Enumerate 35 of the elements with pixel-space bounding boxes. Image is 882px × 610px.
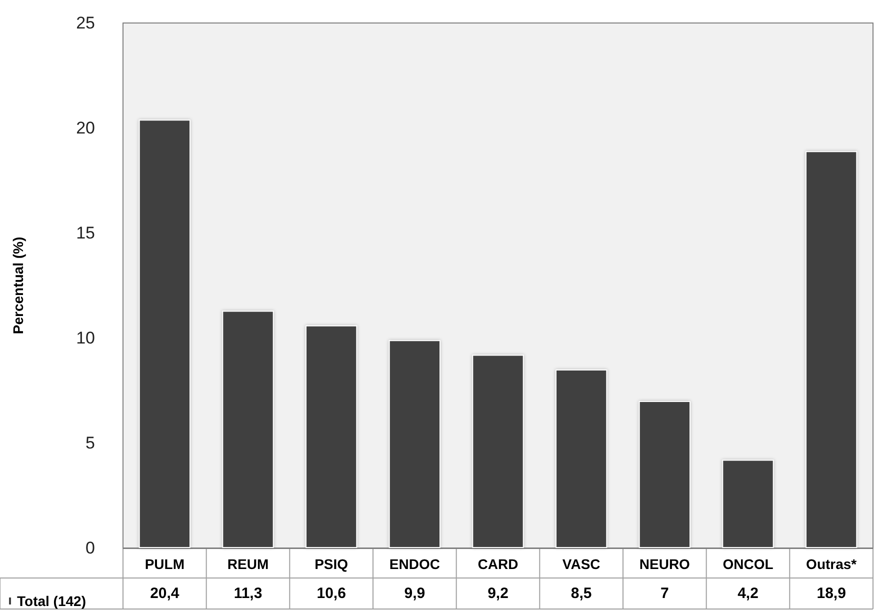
bar [638, 401, 690, 548]
data-label: 9,2 [488, 585, 508, 602]
data-label: 11,3 [234, 585, 262, 602]
y-tick-label: 10 [76, 328, 95, 348]
x-tick-label: ONCOL [722, 556, 774, 572]
y-tick-label: 15 [76, 224, 95, 242]
data-label: 18,9 [816, 585, 846, 602]
bar [722, 460, 774, 548]
data-label: 4,2 [738, 585, 758, 602]
bar [388, 340, 440, 548]
x-tick-label: Outras* [806, 556, 858, 572]
legend-label: Total (142) [17, 593, 86, 609]
y-tick-label: 5 [86, 434, 95, 452]
data-label: 9,9 [404, 585, 426, 602]
data-label: 7 [660, 585, 669, 602]
x-tick-label: CARD [478, 556, 518, 572]
y-axis-title: Percentual (%) [10, 236, 26, 334]
y-tick-label: 0 [86, 538, 95, 558]
x-tick-label: PULM [144, 556, 185, 572]
y-tick-label: 20 [76, 118, 95, 138]
x-tick-label: VASC [562, 556, 600, 572]
bar [222, 310, 274, 548]
x-tick-label: REUM [227, 556, 269, 572]
data-label: 8,5 [570, 585, 592, 602]
x-tick-label: ENDOC [389, 556, 440, 572]
bar [472, 354, 524, 548]
x-tick-label: PSIQ [314, 556, 348, 572]
bar [138, 120, 190, 548]
data-label: 20,4 [150, 585, 180, 602]
y-tick-label: 25 [76, 14, 95, 32]
bar [806, 151, 858, 548]
bar [556, 370, 608, 548]
data-label: 10,6 [316, 585, 346, 602]
bar [306, 325, 358, 548]
x-tick-label: NEURO [639, 556, 690, 572]
